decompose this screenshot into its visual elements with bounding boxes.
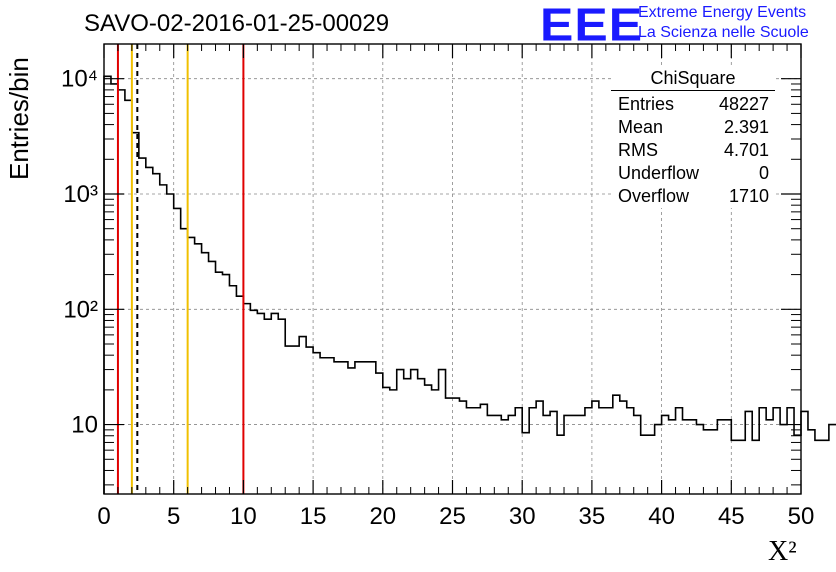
stats-value: 1710 xyxy=(728,186,769,206)
eee-logo: EEE xyxy=(540,0,644,51)
x-tick-label: 50 xyxy=(788,503,815,530)
x-tick-label: 15 xyxy=(300,503,327,530)
x-tick-label: 0 xyxy=(97,503,110,530)
x-tick-label: 10 xyxy=(230,503,257,530)
x-tick-label: 20 xyxy=(369,503,396,530)
stats-row-entries: Entries 48227 xyxy=(611,93,775,116)
stats-title: ChiSquare xyxy=(611,68,775,91)
x-tick-label: 45 xyxy=(718,503,745,530)
stats-label: RMS xyxy=(618,140,658,160)
x-tick-label: 5 xyxy=(167,503,180,530)
chart-title: SAVO-02-2016-01-25-00029 xyxy=(84,10,390,37)
stats-value: 0 xyxy=(758,163,769,183)
x-tick-label: 30 xyxy=(509,503,536,530)
stats-label: Underflow xyxy=(618,163,700,183)
logo-line1: Extreme Energy Events xyxy=(638,4,807,21)
y-tick-label: 10² xyxy=(63,296,98,323)
stats-value: 2.391 xyxy=(723,117,769,137)
stats-row-mean: Mean 2.391 xyxy=(611,116,775,139)
stats-label: Overflow xyxy=(618,186,690,206)
histogram-series xyxy=(103,75,836,494)
stats-value: 4.701 xyxy=(723,140,769,160)
x-axis-label: X² xyxy=(768,536,797,567)
y-axis-label: Entries/bin xyxy=(4,57,34,180)
stats-label: Mean xyxy=(618,117,664,137)
stats-box: ChiSquare Entries 48227 Mean 2.391 RMS 4.70… xyxy=(611,68,775,208)
y-tick-label: 10⁴ xyxy=(61,66,98,93)
x-tick-label: 25 xyxy=(439,503,466,530)
stats-value: 48227 xyxy=(718,94,769,114)
x-tick-label: 40 xyxy=(648,503,675,530)
logo-line2: La Scienza nelle Scuole xyxy=(638,24,809,41)
stats-row-overflow: Overflow 1710 xyxy=(611,185,775,208)
y-tick-label: 10³ xyxy=(63,181,98,208)
stats-row-underflow: Underflow 0 xyxy=(611,162,775,185)
stats-row-rms: RMS 4.701 xyxy=(611,139,775,162)
stats-label: Entries xyxy=(618,94,675,114)
x-tick-label: 35 xyxy=(579,503,606,530)
y-tick-label: 10 xyxy=(71,412,98,439)
